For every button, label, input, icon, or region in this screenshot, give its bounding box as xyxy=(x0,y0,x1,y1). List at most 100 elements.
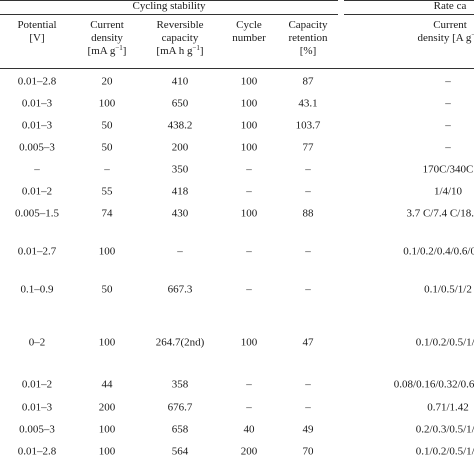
table-cell-cycle-number: 200 xyxy=(240,445,258,458)
table-cell-cycle-number: – xyxy=(246,163,252,176)
table-cell-current-density: 20 xyxy=(101,75,113,88)
table-cell-rate-current-density: – xyxy=(445,75,451,88)
table-cell-cycle-number: – xyxy=(246,401,252,414)
column-header-line: number xyxy=(232,32,266,44)
table-cell-capacity-retention: 47 xyxy=(302,336,314,349)
table-cell-cycle-number: 100 xyxy=(240,141,258,154)
table-cell-current-density: 44 xyxy=(101,378,113,391)
table-cell-reversible-capacity: 410 xyxy=(171,75,189,88)
table-cell-cycle-number: 100 xyxy=(240,336,258,349)
table-cell-capacity-retention: 70 xyxy=(302,445,314,458)
table-cell-potential: 0.01–3 xyxy=(21,119,53,132)
unit-superscript: −1 xyxy=(471,31,474,39)
table-cell-reversible-capacity: – xyxy=(177,245,183,258)
table-cell-cycle-number: – xyxy=(246,283,252,296)
table-cell-capacity-retention: – xyxy=(305,401,311,414)
column-header-current-density: Current density [mA g−1] xyxy=(74,19,140,58)
table-cell-rate-current-density: – xyxy=(445,119,451,132)
table-cell-cycle-number: – xyxy=(246,378,252,391)
table-cell-capacity-retention: – xyxy=(305,283,311,296)
table-cell-potential: 0.1–0.9 xyxy=(20,283,54,296)
unit-text: [mA h g xyxy=(156,45,193,57)
table-cell-rate-current-density: 1/4/10 xyxy=(433,185,463,198)
table-cell-potential: 0.01–2.8 xyxy=(17,75,57,88)
unit-superscript: −1 xyxy=(115,44,123,52)
table-cell-capacity-retention: – xyxy=(305,245,311,258)
table-cell-cycle-number: 100 xyxy=(240,119,258,132)
table-cell-capacity-retention: 103.7 xyxy=(295,119,321,132)
table-cell-potential: 0.01–2 xyxy=(21,378,53,391)
table-cell-capacity-retention: – xyxy=(305,378,311,391)
column-header-line: density [A g−1] xyxy=(350,32,474,45)
table-cell-rate-current-density: 0.2/0.3/0.5/1/2 xyxy=(415,423,474,436)
table-cell-rate-current-density: – xyxy=(445,141,451,154)
column-header-line: Cycle xyxy=(236,19,262,31)
table-cell-capacity-retention: 77 xyxy=(302,141,314,154)
table-cell-reversible-capacity: 676.7 xyxy=(167,401,193,414)
table-cell-reversible-capacity: 430 xyxy=(171,207,189,220)
table-cell-current-density: 200 xyxy=(98,401,116,414)
table-cell-rate-current-density: 3.7 C/7.4 C/18.4 C xyxy=(406,207,474,220)
table-cell-capacity-retention: – xyxy=(305,185,311,198)
table-cell-potential: 0–2 xyxy=(28,336,46,349)
table-cell-capacity-retention: 88 xyxy=(302,207,314,220)
table-cell-cycle-number: 100 xyxy=(240,207,258,220)
table-cell-cycle-number: 40 xyxy=(243,423,255,436)
group-header-cycling-stability: Cycling stability xyxy=(132,0,206,12)
table-cell-rate-current-density: 170C/340C xyxy=(422,163,474,176)
header-bottom-rule xyxy=(0,68,474,69)
column-header-line: [mA h g−1] xyxy=(140,45,220,58)
column-header-line: [%] xyxy=(299,45,317,57)
column-header-cycle-number: Cycle number xyxy=(220,19,278,45)
table-cell-current-density: 100 xyxy=(98,97,116,110)
table-cell-rate-current-density: – xyxy=(445,97,451,110)
table-cell-cycle-number: 100 xyxy=(240,75,258,88)
table-cell-reversible-capacity: 658 xyxy=(171,423,189,436)
column-header-line: density xyxy=(91,32,123,44)
table-cell-potential: 0.005–3 xyxy=(19,141,55,154)
table-cell-capacity-retention: 43.1 xyxy=(298,97,318,110)
unit-superscript: −1 xyxy=(192,44,200,52)
table-cell-rate-current-density: 0.1/0.5/1/2 xyxy=(424,283,472,296)
table-cell-potential: 0.01–2.7 xyxy=(17,245,57,258)
column-header-line: Potential xyxy=(17,19,57,31)
table-cell-reversible-capacity: 418 xyxy=(171,185,189,198)
column-header-rate-current-density: Current density [A g−1] xyxy=(350,19,474,45)
column-header-line: capacity xyxy=(161,32,199,44)
table-cell-reversible-capacity: 350 xyxy=(171,163,189,176)
unit-text: ] xyxy=(199,45,204,57)
table-cell-cycle-number: – xyxy=(246,245,252,258)
table-cell-current-density: 50 xyxy=(101,119,113,132)
table-cell-cycle-number: – xyxy=(246,185,252,198)
table-cell-potential: 0.005–3 xyxy=(19,423,55,436)
table-cell-rate-current-density: 0.1/0.2/0.5/1/2 xyxy=(415,336,474,349)
unit-text: density [A g xyxy=(417,32,472,44)
table-cell-potential: 0.01–3 xyxy=(21,401,53,414)
table-cell-capacity-retention: 49 xyxy=(302,423,314,436)
table-cell-current-density: – xyxy=(104,163,110,176)
table-cell-rate-current-density: 0.08/0.16/0.32/0.64/1.28 xyxy=(393,378,474,391)
table-cell-capacity-retention: – xyxy=(305,163,311,176)
group-rule-rate xyxy=(344,14,474,15)
group-header-rate-capability: Rate ca xyxy=(433,0,467,12)
top-rule-right xyxy=(344,0,474,1)
column-header-reversible-capacity: Reversible capacity [mA h g−1] xyxy=(140,19,220,58)
group-rule-cycling xyxy=(0,14,338,15)
column-header-line: Capacity xyxy=(288,19,328,31)
table-cell-reversible-capacity: 358 xyxy=(171,378,189,391)
table-cell-potential: 0.01–3 xyxy=(21,97,53,110)
table-cell-current-density: 50 xyxy=(101,283,113,296)
column-header-line: [V] xyxy=(29,32,45,44)
table-cell-current-density: 100 xyxy=(98,445,116,458)
table-cell-rate-current-density: 0.1/0.2/0.4/0.6/0.8/1 xyxy=(403,245,474,258)
column-header-capacity-retention: Capacity retention [%] xyxy=(278,19,338,58)
column-header-potential: Potential [V] xyxy=(0,19,74,45)
table-cell-reversible-capacity: 667.3 xyxy=(167,283,193,296)
table-cell-cycle-number: 100 xyxy=(240,97,258,110)
table-cell-reversible-capacity: 200 xyxy=(171,141,189,154)
table-cell-current-density: 100 xyxy=(98,423,116,436)
table-cell-current-density: 100 xyxy=(98,245,116,258)
column-header-line: Current xyxy=(90,19,124,31)
table-cell-potential: 0.005–1.5 xyxy=(15,207,59,220)
